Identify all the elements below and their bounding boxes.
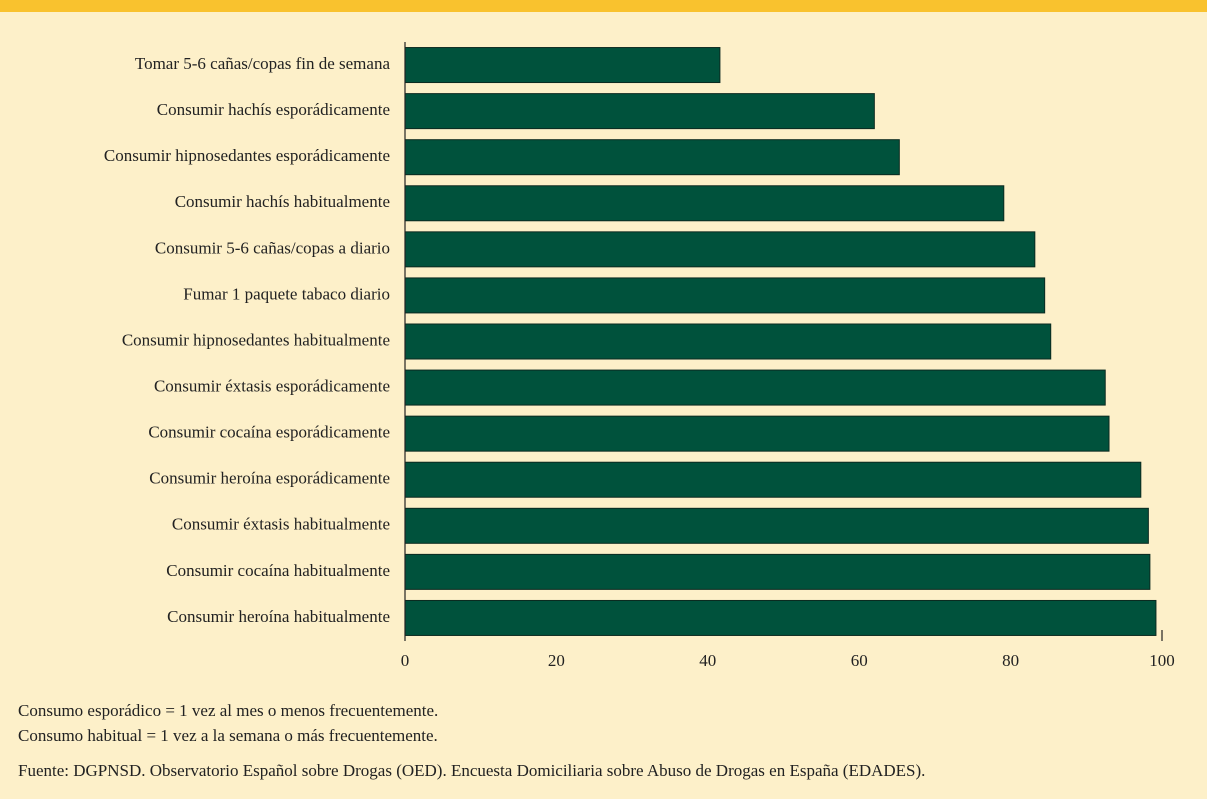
- y-tick-label: Consumir hipnosedantes habitualmente: [122, 330, 390, 349]
- y-tick-label: Fumar 1 paquete tabaco diario: [183, 284, 390, 303]
- bar: [404, 139, 900, 176]
- top-band: [0, 0, 1207, 12]
- y-tick-label: Consumir hachís habitualmente: [175, 192, 390, 211]
- y-tick-label: Consumir 5-6 cañas/copas a diario: [155, 238, 390, 257]
- x-tick-label: 60: [851, 651, 868, 670]
- y-tick-label: Consumir éxtasis habitualmente: [172, 515, 390, 534]
- bar: [404, 369, 1106, 406]
- note: Consumo esporádico = 1 vez al mes o meno…: [18, 701, 438, 720]
- y-tick-label: Consumir cocaína esporádicamente: [148, 423, 390, 442]
- bar: [404, 415, 1110, 452]
- bar: [404, 599, 1157, 636]
- x-tick-label: 0: [401, 651, 410, 670]
- bar: [404, 47, 721, 84]
- y-tick-label: Consumir cocaína habitualmente: [166, 561, 390, 580]
- y-tick-label: Tomar 5-6 cañas/copas fin de semana: [135, 54, 391, 73]
- bar: [404, 323, 1052, 360]
- note: Consumo habitual = 1 vez a la semana o m…: [18, 726, 438, 745]
- y-tick-label: Consumir hipnosedantes esporádicamente: [104, 146, 390, 165]
- x-tick-label: 80: [1002, 651, 1019, 670]
- bar: [404, 461, 1142, 498]
- y-tick-label: Consumir hachís esporádicamente: [157, 100, 390, 119]
- bar: [404, 93, 875, 130]
- x-tick-label: 100: [1149, 651, 1175, 670]
- source: Fuente: DGPNSD. Observatorio Español sob…: [18, 761, 925, 780]
- bar: [404, 277, 1046, 314]
- x-tick-label: 40: [699, 651, 716, 670]
- bar: [404, 507, 1149, 544]
- x-tick-label: 20: [548, 651, 565, 670]
- y-tick-label: Consumir heroína habitualmente: [167, 607, 390, 626]
- bar: [404, 231, 1036, 268]
- y-tick-label: Consumir éxtasis esporádicamente: [154, 376, 390, 395]
- bar: [404, 553, 1151, 590]
- y-tick-label: Consumir heroína esporádicamente: [149, 469, 390, 488]
- bar: [404, 185, 1005, 222]
